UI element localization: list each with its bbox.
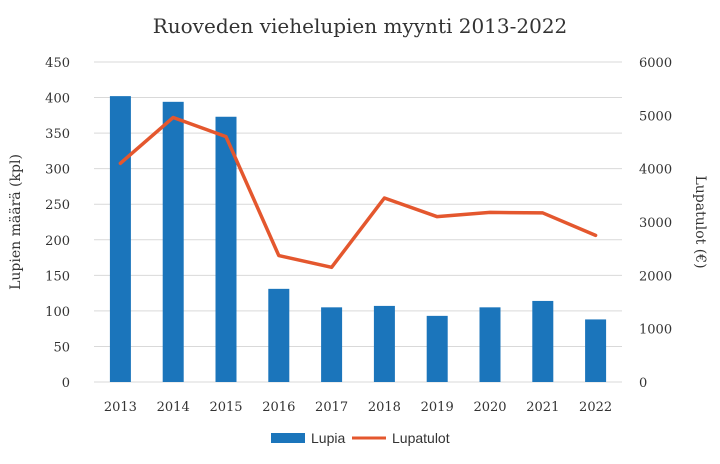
bar [373, 305, 395, 382]
y2-axis-title: Lupatulot (€) [692, 175, 708, 268]
bar [585, 319, 607, 382]
x-tick-label: 2017 [315, 400, 348, 415]
y-tick-label: 50 [53, 340, 70, 355]
x-axis-ticks: 2013 2014 2015 2016 2017 2018 2019 2020 2021 2022 [104, 400, 612, 415]
y-tick-label: 350 [45, 127, 70, 142]
y2-tick-label: 0 [639, 376, 647, 391]
x-tick-label: 2014 [157, 400, 190, 415]
bar [162, 101, 184, 383]
y-tick-label: 200 [45, 234, 70, 249]
x-tick-label: 2019 [421, 400, 454, 415]
bar [321, 307, 343, 382]
bar [532, 300, 554, 382]
y-tick-label: 0 [62, 376, 70, 391]
series-line [118, 115, 598, 270]
x-tick-label: 2018 [368, 400, 401, 415]
y2-tick-label: 2000 [639, 269, 672, 284]
y2-axis-ticks: 0 1000 2000 3000 4000 5000 6000 [639, 56, 672, 391]
bar-series [109, 96, 607, 383]
y-tick-label: 250 [45, 198, 70, 213]
y-tick-label: 450 [45, 56, 70, 71]
bar [479, 307, 501, 382]
y2-tick-label: 5000 [639, 109, 672, 124]
x-tick-label: 2016 [262, 400, 295, 415]
x-tick-label: 2022 [579, 400, 612, 415]
bar [268, 288, 290, 382]
x-tick-label: 2021 [526, 400, 559, 415]
bar [426, 315, 448, 382]
chart-title: Ruoveden viehelupien myynti 2013-2022 [153, 14, 568, 38]
legend-label-lupatulot: Lupatulot [392, 430, 450, 446]
bar [215, 116, 237, 382]
y2-tick-label: 4000 [639, 163, 672, 178]
y-tick-label: 100 [45, 305, 70, 320]
x-tick-label: 2015 [209, 400, 242, 415]
y-tick-label: 300 [45, 163, 70, 178]
y-axis-title: Lupien määrä (kpl) [8, 154, 24, 290]
y2-tick-label: 3000 [639, 216, 672, 231]
bar [109, 96, 131, 382]
x-tick-label: 2013 [104, 400, 137, 415]
y-tick-label: 150 [45, 269, 70, 284]
legend: Lupia Lupatulot [271, 430, 450, 446]
y-axis-ticks: 0 50 100 150 200 250 300 350 400 450 [45, 56, 70, 391]
line-series [118, 115, 598, 270]
y-tick-label: 400 [45, 92, 70, 107]
legend-swatch-lupia [271, 433, 305, 443]
y2-tick-label: 1000 [639, 323, 672, 338]
x-tick-label: 2020 [473, 400, 506, 415]
legend-label-lupia: Lupia [311, 430, 345, 446]
y2-tick-label: 6000 [639, 56, 672, 71]
